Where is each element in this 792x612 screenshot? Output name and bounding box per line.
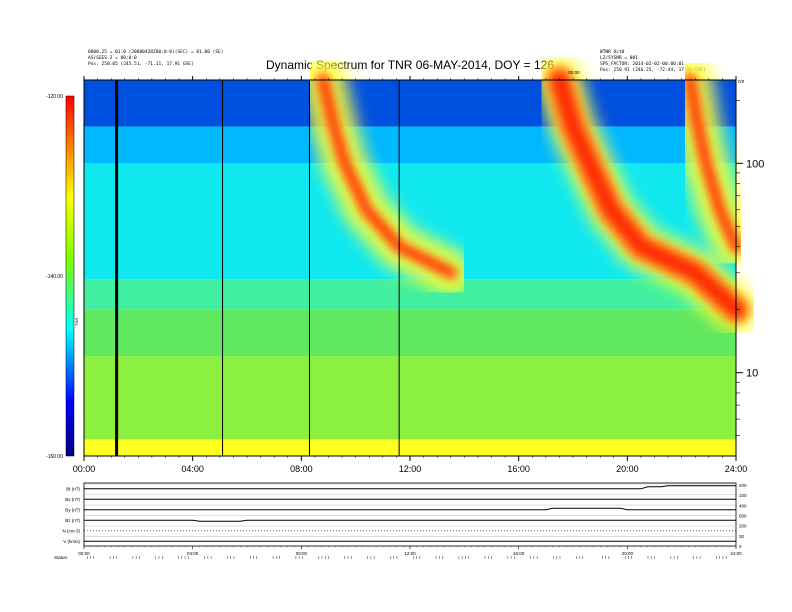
x-tick-label: 16:00 — [507, 464, 530, 474]
background-band-3 — [84, 279, 736, 310]
panel-right-label: 100 — [739, 493, 747, 498]
panel-row-label: V (km/s) — [63, 539, 80, 544]
burst-core — [320, 77, 454, 276]
x-tick-label: 20:00 — [616, 464, 639, 474]
y-tick-label: 10 — [746, 368, 758, 380]
right-meta-line-3: SPS_FACTOR: 2014-02-02-00:00:01 — [600, 62, 684, 67]
burst-core — [686, 77, 739, 250]
panel-right-label: 200 — [739, 483, 747, 488]
right-meta-line-2: LZ/SYSNR = 001 — [600, 56, 638, 61]
panel-x-tick-label: 12:00 — [404, 551, 416, 556]
colorbar-tick-label: -140.00 — [46, 274, 63, 280]
left-meta-line-1: 0800.25 = 01:0 (20080428Z00:0:0)(SEC) = … — [88, 50, 224, 55]
panel-trace — [84, 485, 736, 490]
panel-x-tick-label: 20:00 — [622, 551, 634, 556]
colorbar-tick-label: -160.00 — [46, 454, 63, 460]
panel-trace — [84, 519, 736, 522]
x-tick-label: 24:00 — [725, 464, 748, 474]
solar-wind-panel-frame — [83, 482, 737, 547]
panel-right-label: 0 — [739, 544, 742, 549]
panel-row-label: Bt (nT) — [66, 486, 80, 491]
colorbar-tick-label: -120.00 — [46, 94, 63, 100]
x-tick-label: 08:00 — [290, 464, 313, 474]
top-annotation: 00:00 — [568, 70, 580, 75]
burst-core — [551, 72, 744, 318]
panel-footer-label: Status: — [54, 555, 68, 560]
left-metadata: 0800.25 = 01:0 (20080428Z00:0:0)(SEC) = … — [88, 50, 223, 68]
right-metadata: WTNR Oct0 LZ/SYSNR = 001 SPS_FACTOR: 201… — [600, 50, 706, 74]
panel-row-label: N (cm-3) — [63, 528, 81, 533]
panel-row-label: Bx (nT) — [65, 497, 80, 502]
background-band-0 — [84, 439, 736, 456]
panel-right-label: 30 — [739, 534, 745, 539]
right-meta-line-1: WTNR Oct0 — [600, 50, 625, 55]
panel-right-label: 200 — [739, 524, 747, 529]
left-meta-line-3: Pos: 250.05 (245.51, -71.11, 17.91 GSE) — [88, 62, 194, 67]
panel-x-tick-label: 24:00 — [730, 551, 742, 556]
right-meta-line-4: Pos: 250.91 (246.25, -72.44, 17.95 GSE) — [600, 68, 706, 73]
x-tick-label: 04:00 — [181, 464, 204, 474]
panel-trace — [84, 507, 736, 511]
y-tick-label: 100 — [746, 158, 764, 170]
background-band-1 — [84, 356, 736, 440]
colorbar — [65, 95, 75, 457]
top-right-mark: 0/0 — [738, 79, 745, 84]
burst-type-III-main — [536, 57, 759, 333]
plot-overlay: 00:00 04:00 08:00 12:00 16:00 20:00 24:00 10 100… — [46, 70, 764, 560]
panel-x-tick-label: 00:00 — [78, 551, 90, 556]
panel-row-label: By (nT) — [65, 507, 80, 512]
x-tick-label: 00:00 — [73, 464, 96, 474]
burst-type-III-early — [300, 57, 474, 296]
left-meta-line-2: AS/SEES 2 = 00:0:0 — [88, 56, 137, 61]
panel-x-tick-label: 08:00 — [296, 551, 308, 556]
background-band-6 — [84, 80, 736, 127]
x-tick-label: 12:00 — [399, 464, 422, 474]
background-band-2 — [84, 309, 736, 357]
plot-area — [84, 57, 759, 456]
burst-type-III-late — [666, 57, 759, 270]
panel-right-label: 400 — [739, 503, 747, 508]
panel-row-label: Bz (nT) — [65, 518, 80, 523]
background-band-5 — [84, 126, 736, 164]
panel-right-label: 500 — [739, 514, 747, 519]
colorbar-axis-label: TNR — [74, 318, 79, 326]
panel-x-tick-label: 16:00 — [513, 551, 525, 556]
panel-x-tick-label: 04:00 — [187, 551, 199, 556]
